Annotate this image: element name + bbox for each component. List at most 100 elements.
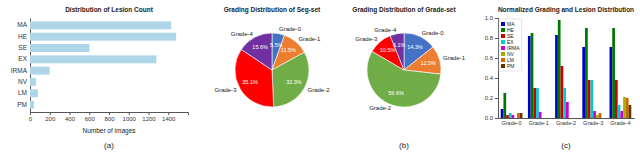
legend-swatch [501, 22, 505, 26]
panel: 14.3%12.5%56.6%10.5%6.1%Grade-0Grade-1Gr… [352, 6, 465, 150]
y-axis-tick-mark [495, 78, 498, 79]
x-axis-tick: 0 [29, 112, 33, 122]
bar [520, 113, 523, 118]
legend-swatch [501, 58, 505, 62]
bar [610, 47, 613, 118]
data-label: 10.5% [380, 47, 396, 53]
bar [629, 105, 632, 118]
bar [618, 105, 621, 118]
y-axis-line [495, 19, 499, 119]
chart-title: Grading Distribution of Seg-set [224, 6, 321, 14]
x-axis-tick: Grade-2 [556, 120, 576, 126]
panel: Normalized Grading and Lesion Distributi… [485, 6, 635, 150]
y-axis-tick-label: 0.2 [485, 95, 494, 101]
x-axis-line [499, 118, 635, 119]
chart-container: Distribution of Lesion Count 0 200 400 600 80… [0, 0, 640, 152]
bar [563, 88, 566, 118]
slice-label: Grade-1 [298, 36, 321, 42]
y-axis-tick: MA [17, 21, 27, 28]
x-axis-tick-label: 600 [85, 116, 96, 122]
y-axis-tick-label: PM [17, 101, 27, 108]
y-axis-tick-mark [495, 18, 498, 19]
bar [30, 21, 171, 29]
slice-label: Grade-4 [231, 31, 254, 37]
bar [503, 93, 506, 118]
x-axis-tick-label: 400 [65, 116, 76, 122]
x-axis-tick-label: 1200 [142, 116, 156, 122]
bar [30, 44, 89, 52]
chart-title: Grading Distribution of Grade-set [352, 6, 456, 14]
y-axis-tick: 0.2 [485, 95, 498, 101]
y-axis-tick: LM [18, 89, 27, 96]
x-axis-tick: 800 [104, 112, 115, 122]
y-axis-tick-label: NV [18, 78, 28, 85]
x-axis-tick-label: Grade-1 [529, 120, 549, 126]
data-label: 12.5% [420, 60, 436, 66]
x-axis-tick-label: Grade-2 [556, 120, 576, 126]
bar [566, 102, 569, 118]
bar [501, 109, 504, 118]
x-axis-tick-mark [109, 112, 110, 115]
bar [571, 118, 574, 119]
y-axis-tick-mark [495, 98, 498, 99]
slice-label: Grade-0 [279, 26, 302, 32]
bar [626, 98, 629, 118]
bar [574, 118, 577, 119]
bar [544, 118, 547, 119]
bar [582, 47, 585, 118]
bar [506, 115, 509, 118]
slice-label: Grade-4 [374, 27, 397, 33]
y-axis-tick: SE [18, 44, 27, 51]
data-label: 32.3% [286, 79, 302, 85]
legend-swatch [501, 28, 505, 32]
slice-label: Grade-3 [215, 87, 238, 93]
legend-frame [499, 19, 522, 71]
x-axis-tick: 400 [65, 112, 76, 122]
bar [30, 33, 176, 41]
y-axis-tick-mark [495, 58, 498, 59]
bar-series [517, 98, 629, 118]
x-axis-tick-mark [168, 112, 169, 115]
x-axis-tick: 200 [45, 112, 56, 122]
legend-swatch [501, 52, 505, 56]
bar [601, 118, 604, 119]
bar [30, 89, 38, 97]
x-axis-line [31, 113, 189, 116]
y-axis-tick-label: SE [18, 44, 27, 51]
x-axis-tick: Grade-4 [610, 120, 630, 126]
bar [558, 20, 561, 118]
legend: MAHESEEXIRMANVLMPM [499, 19, 522, 71]
bar [542, 118, 545, 119]
pie: 5.5%11.5%32.3%35.1%15.6%Grade-0Grade-1Gr… [215, 26, 331, 107]
x-axis-tick-label: 1000 [123, 116, 137, 122]
y-axis-tick: PM [17, 101, 27, 108]
bar [555, 35, 558, 118]
x-axis-tick: Grade-1 [529, 120, 549, 126]
data-label: 6.1% [393, 42, 406, 48]
y-axis-tick-label: 0.8 [485, 35, 494, 41]
bar [599, 113, 602, 118]
slice-label: Grade-2 [307, 87, 330, 93]
data-label: 15.6% [252, 44, 268, 50]
y-axis-tick: HE [18, 33, 28, 40]
legend-swatch [501, 40, 505, 44]
bar [588, 80, 591, 118]
bar [620, 111, 623, 118]
bar [536, 88, 539, 118]
y-axis-tick-label: HE [18, 33, 28, 40]
chart-title: Distribution of Lesion Count [65, 6, 154, 13]
x-axis-tick-label: 1400 [162, 116, 176, 122]
bar [30, 67, 50, 75]
panel: 5.5%11.5%32.3%35.1%15.6%Grade-0Grade-1Gr… [215, 6, 331, 107]
x-axis-tick: 1000 [123, 112, 137, 122]
legend-entry: PM [507, 63, 515, 69]
y-axis-tick-label: 0.0 [485, 115, 494, 121]
y-axis-tick: 0.6 [485, 55, 498, 61]
panel-annotation: (c) [561, 141, 571, 150]
x-axis-tick-mark [89, 112, 90, 115]
y-axis-line [30, 19, 31, 113]
bar-series [512, 102, 624, 118]
legend-swatch [501, 34, 505, 38]
x-axis-tick-mark [50, 112, 51, 115]
pie-slice [272, 52, 309, 107]
